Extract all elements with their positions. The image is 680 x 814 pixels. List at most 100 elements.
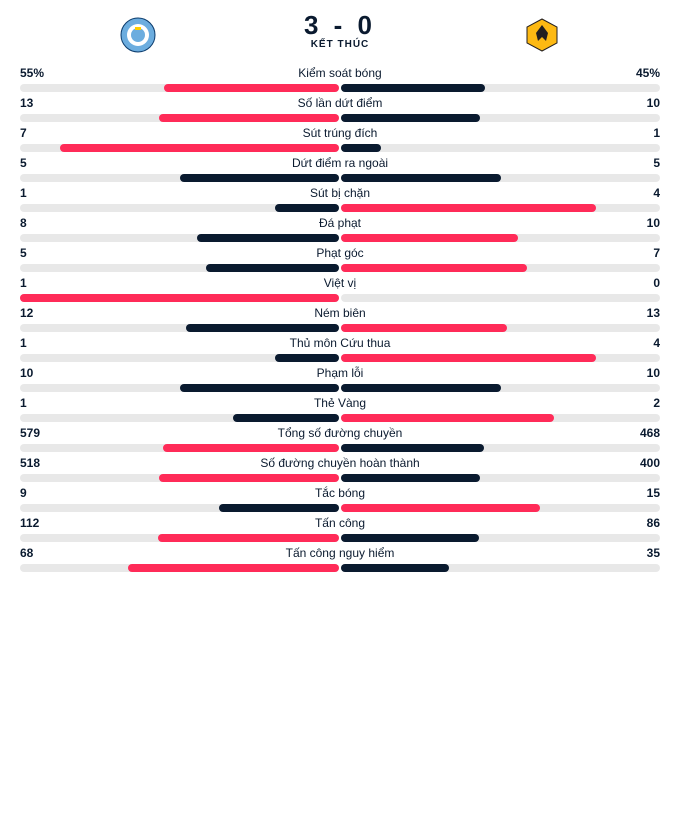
stat-bar bbox=[20, 384, 660, 392]
away-bar-fill bbox=[341, 174, 501, 182]
home-bar-fill bbox=[164, 84, 339, 92]
stat-label: Tắc bóng bbox=[60, 486, 620, 500]
stat-away-value: 468 bbox=[620, 426, 660, 440]
home-score: 3 bbox=[304, 10, 322, 40]
stat-bar bbox=[20, 564, 660, 572]
stat-home-value: 1 bbox=[20, 336, 60, 350]
stat-row: 68Tấn công nguy hiểm35 bbox=[20, 546, 660, 572]
stat-row: 13Số lần dứt điểm10 bbox=[20, 96, 660, 122]
stat-bar bbox=[20, 444, 660, 452]
stat-away-value: 15 bbox=[620, 486, 660, 500]
stat-away-value: 5 bbox=[620, 156, 660, 170]
stat-bar bbox=[20, 174, 660, 182]
home-bar-fill bbox=[163, 444, 339, 452]
stat-bar bbox=[20, 294, 660, 302]
stat-row: 518Số đường chuyền hoàn thành400 bbox=[20, 456, 660, 482]
home-bar-fill bbox=[20, 294, 339, 302]
stat-row: 1Thủ môn Cứu thua4 bbox=[20, 336, 660, 362]
away-team-logo bbox=[524, 17, 560, 53]
stat-label: Tấn công nguy hiểm bbox=[60, 546, 620, 560]
home-bar-fill bbox=[206, 264, 339, 272]
score-block: 3 - 0 KẾT THÚC bbox=[304, 10, 376, 50]
stat-label: Việt vị bbox=[60, 276, 620, 290]
home-bar-fill bbox=[275, 204, 339, 212]
stat-label: Phạt góc bbox=[60, 246, 620, 260]
stat-bar bbox=[20, 114, 660, 122]
stat-row: 579Tổng số đường chuyền468 bbox=[20, 426, 660, 452]
home-bar-fill bbox=[158, 534, 339, 542]
away-bar-fill bbox=[341, 114, 480, 122]
stat-bar bbox=[20, 264, 660, 272]
stat-bar bbox=[20, 534, 660, 542]
stat-label: Phạm lỗi bbox=[60, 366, 620, 380]
stat-away-value: 45% bbox=[620, 66, 660, 80]
home-bar-fill bbox=[128, 564, 339, 572]
away-bar-fill bbox=[341, 204, 596, 212]
stat-home-value: 1 bbox=[20, 396, 60, 410]
stat-home-value: 7 bbox=[20, 126, 60, 140]
stat-row: 10Phạm lỗi10 bbox=[20, 366, 660, 392]
score-text: 3 - 0 bbox=[304, 10, 376, 41]
stat-away-value: 35 bbox=[620, 546, 660, 560]
away-bar-fill bbox=[341, 414, 554, 422]
stat-away-value: 10 bbox=[620, 96, 660, 110]
home-bar-fill bbox=[219, 504, 339, 512]
stat-label: Đá phạt bbox=[60, 216, 620, 230]
match-stats-panel: 3 - 0 KẾT THÚC 55%Kiểm soát bóng45%13Số … bbox=[0, 0, 680, 596]
stat-label: Thủ môn Cứu thua bbox=[60, 336, 620, 350]
stat-bar bbox=[20, 144, 660, 152]
away-score: 0 bbox=[358, 10, 376, 40]
stat-label: Số đường chuyền hoàn thành bbox=[60, 456, 620, 470]
stat-away-value: 4 bbox=[620, 336, 660, 350]
stat-away-value: 86 bbox=[620, 516, 660, 530]
home-bar-fill bbox=[233, 414, 339, 422]
stat-home-value: 1 bbox=[20, 186, 60, 200]
stat-row: 5Dứt điểm ra ngoài5 bbox=[20, 156, 660, 182]
away-bar-fill bbox=[341, 444, 484, 452]
stat-away-value: 4 bbox=[620, 186, 660, 200]
stat-away-value: 7 bbox=[620, 246, 660, 260]
score-header: 3 - 0 KẾT THÚC bbox=[20, 10, 660, 60]
stat-row: 1Thẻ Vàng2 bbox=[20, 396, 660, 422]
stat-home-value: 579 bbox=[20, 426, 60, 440]
away-bar-fill bbox=[341, 264, 527, 272]
stat-home-value: 10 bbox=[20, 366, 60, 380]
stat-label: Sút bị chặn bbox=[60, 186, 620, 200]
stat-bar bbox=[20, 354, 660, 362]
stat-label: Tấn công bbox=[60, 516, 620, 530]
away-bar-fill bbox=[341, 564, 449, 572]
away-bar-fill bbox=[341, 144, 381, 152]
stat-row: 7Sút trúng đích1 bbox=[20, 126, 660, 152]
stat-bar bbox=[20, 324, 660, 332]
stat-away-value: 400 bbox=[620, 456, 660, 470]
away-bar-fill bbox=[341, 384, 501, 392]
away-bar-fill bbox=[341, 504, 540, 512]
stat-row: 1Việt vị0 bbox=[20, 276, 660, 302]
home-bar-fill bbox=[159, 474, 339, 482]
stat-bar bbox=[20, 84, 660, 92]
stat-label: Dứt điểm ra ngoài bbox=[60, 156, 620, 170]
away-bar-fill bbox=[341, 354, 596, 362]
stat-away-value: 0 bbox=[620, 276, 660, 290]
stat-home-value: 12 bbox=[20, 306, 60, 320]
stat-home-value: 1 bbox=[20, 276, 60, 290]
stat-label: Số lần dứt điểm bbox=[60, 96, 620, 110]
stat-away-value: 2 bbox=[620, 396, 660, 410]
home-bar-fill bbox=[197, 234, 339, 242]
stat-bar bbox=[20, 474, 660, 482]
stat-row: 112Tấn công86 bbox=[20, 516, 660, 542]
stat-away-value: 10 bbox=[620, 216, 660, 230]
away-bar-fill bbox=[341, 324, 507, 332]
home-bar-fill bbox=[180, 384, 340, 392]
stat-home-value: 8 bbox=[20, 216, 60, 230]
stat-home-value: 55% bbox=[20, 66, 60, 80]
stat-label: Thẻ Vàng bbox=[60, 396, 620, 410]
stat-away-value: 1 bbox=[620, 126, 660, 140]
stat-away-value: 10 bbox=[620, 366, 660, 380]
stat-bar bbox=[20, 414, 660, 422]
away-bar-fill bbox=[341, 234, 518, 242]
stat-row: 55%Kiểm soát bóng45% bbox=[20, 66, 660, 92]
stat-home-value: 68 bbox=[20, 546, 60, 560]
stat-home-value: 13 bbox=[20, 96, 60, 110]
match-status: KẾT THÚC bbox=[304, 39, 376, 50]
